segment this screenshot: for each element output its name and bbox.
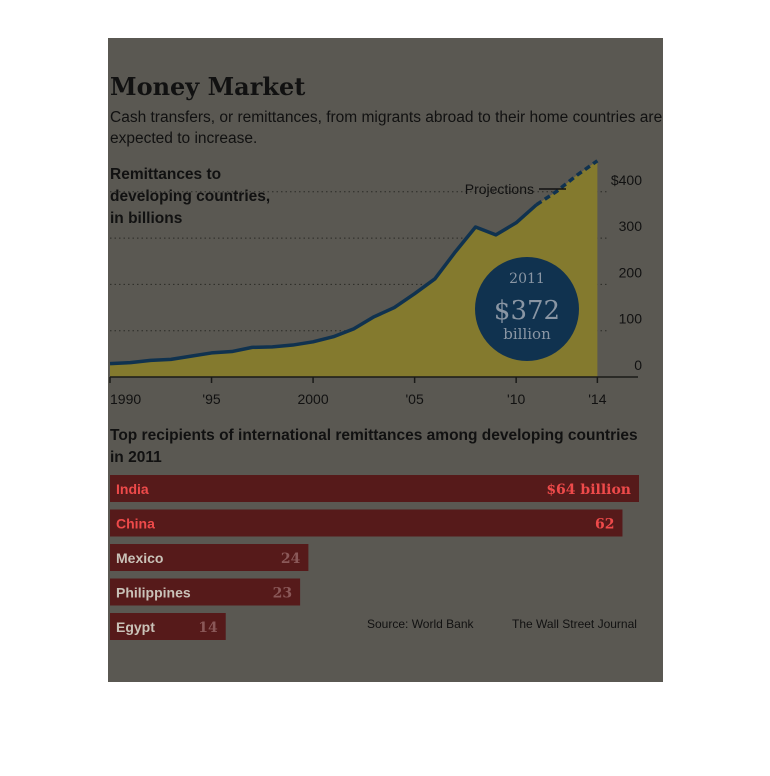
bar-value-label: 23 [273, 586, 292, 602]
projection-line [535, 159, 599, 207]
x-tick-labels: 1990 '95 2000 '05 '10 '14 [109, 377, 607, 407]
bar [110, 544, 309, 571]
projection-label: Projections [465, 181, 534, 197]
bar-category-label: Philippines [116, 585, 191, 601]
bar [110, 613, 226, 640]
bar-value-label: $64 billion [546, 482, 631, 498]
bar [110, 475, 639, 502]
remittances-area [110, 160, 598, 377]
y-axis-label: Remittances to developing countries, in … [110, 166, 275, 227]
y-tick-label: 200 [619, 264, 643, 280]
bar-category-label: India [116, 481, 149, 497]
bar-value-label: 14 [198, 620, 218, 636]
x-tick-label: '95 [202, 391, 220, 407]
chart-canvas: Money Market Cash transfers, or remittan… [109, 72, 663, 640]
bar-value-label: 24 [281, 551, 301, 567]
chart-subtitle: Cash transfers, or remittances, from mig… [110, 109, 663, 147]
x-tick-label: 1990 [110, 391, 141, 407]
callout-year: 2011 [509, 271, 545, 287]
x-tick-label: '05 [405, 391, 423, 407]
callout-2011: 2011 $372 billion [475, 257, 579, 361]
bar-category-label: China [116, 516, 155, 532]
bar [110, 578, 301, 606]
y-tick-label: $400 [611, 172, 642, 188]
source-note: Source: World Bank [367, 617, 474, 631]
bar-chart-title: Top recipients of international remittan… [110, 427, 642, 466]
chart-title: Money Market [110, 72, 305, 101]
bar-category-label: Egypt [116, 619, 155, 635]
x-tick-label: '14 [588, 391, 606, 407]
x-tick-label: 2000 [297, 391, 328, 407]
bar-category-label: Mexico [116, 550, 163, 566]
y-tick-label: 100 [619, 311, 643, 327]
callout-value: $372 [494, 296, 560, 326]
x-tick-label: '10 [507, 391, 525, 407]
remittances-line [109, 203, 538, 366]
bar-chart: India $64 billion China 62 Mexico 24 Philippin… [110, 475, 639, 640]
callout-circle [475, 257, 579, 361]
bar [110, 509, 623, 537]
bar-value-label: 62 [595, 517, 614, 533]
callout-unit: billion [503, 325, 551, 343]
y-tick-label: 300 [619, 218, 643, 234]
y-tick-label: 0 [634, 357, 642, 373]
credit-line: The Wall Street Journal [512, 617, 637, 631]
chart-panel: Money Market Cash transfers, or remittan… [108, 38, 663, 682]
y-tick-labels: 0 100 200 300 $400 [611, 172, 642, 373]
